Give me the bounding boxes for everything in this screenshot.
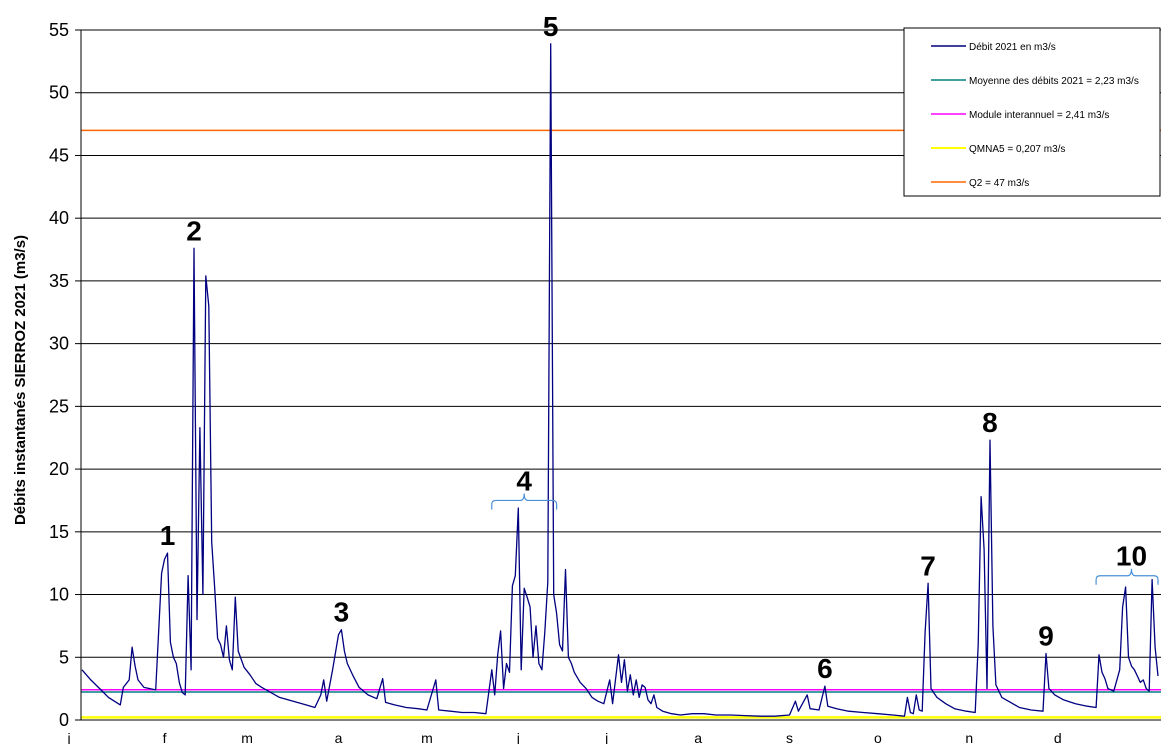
- y-axis-label: Débits instantanés SIERROZ 2021 (m3/s): [12, 235, 29, 525]
- y-tick-label-5: 5: [59, 647, 69, 667]
- legend-entry-3: QMNA5 = 0,207 m3/s: [969, 144, 1065, 155]
- annotation-label-3: 3: [334, 597, 350, 628]
- reference-lines: [81, 129, 1161, 719]
- legend-entry-1: Moyenne des débits 2021 = 2,23 m3/s: [969, 76, 1139, 87]
- x-month-label-0: j: [66, 730, 70, 744]
- legend-entry-0: Débit 2021 en m3/s: [969, 42, 1056, 53]
- y-tick-label-40: 40: [49, 208, 69, 228]
- y-tick-label-45: 45: [49, 145, 69, 165]
- legend-entry-4: Q2 = 47 m3/s: [969, 178, 1029, 189]
- annotation-label-1: 1: [160, 520, 176, 551]
- annotation-label-7: 7: [920, 550, 936, 581]
- x-month-label-5: j: [516, 730, 520, 744]
- annotations: 1 2 3 4 5 6 7 8 9 10: [160, 11, 1159, 684]
- annotation-label-9: 9: [1038, 621, 1054, 652]
- annotation-label-8: 8: [982, 407, 998, 438]
- annotation-label-10: 10: [1116, 541, 1147, 572]
- y-tick-label-25: 25: [49, 396, 69, 416]
- x-month-label-6: j: [604, 730, 608, 744]
- x-month-label-2: m: [241, 730, 253, 744]
- legend: Débit 2021 en m3/s Moyenne des débits 202…: [903, 27, 1161, 197]
- x-month-label-1: f: [163, 730, 167, 744]
- y-tick-label-0: 0: [59, 710, 69, 730]
- annotation-label-4: 4: [516, 465, 532, 496]
- y-tick-label-55: 55: [49, 20, 69, 40]
- annotation-label-5: 5: [543, 11, 559, 42]
- series-line-0: [81, 43, 1159, 717]
- x-month-label-10: n: [965, 730, 973, 744]
- x-month-label-4: m: [421, 730, 433, 744]
- x-month-label-11: d: [1054, 730, 1062, 744]
- annotation-label-2: 2: [186, 215, 202, 246]
- legend-entry-2: Module interannuel = 2,41 m3/s: [969, 110, 1109, 121]
- axes: [80, 30, 1161, 721]
- annotation-brace-4: [491, 493, 558, 510]
- y-tick-label-35: 35: [49, 271, 69, 291]
- annotation-label-6: 6: [817, 653, 833, 684]
- y-tick-label-30: 30: [49, 334, 69, 354]
- y-tick-label-50: 50: [49, 83, 69, 103]
- x-month-label-8: s: [786, 730, 793, 744]
- y-tick-labels: 0 5 10 15 20 25 30 35 40 45 50 55: [49, 20, 69, 730]
- series-layer: [81, 43, 1159, 717]
- x-month-label-9: o: [874, 730, 882, 744]
- y-tick-label-15: 15: [49, 522, 69, 542]
- x-month-label-7: a: [694, 730, 702, 744]
- y-tick-label-10: 10: [49, 585, 69, 605]
- legend-box: [903, 27, 1161, 197]
- y-tick-label-20: 20: [49, 459, 69, 479]
- x-month-label-3: a: [335, 730, 343, 744]
